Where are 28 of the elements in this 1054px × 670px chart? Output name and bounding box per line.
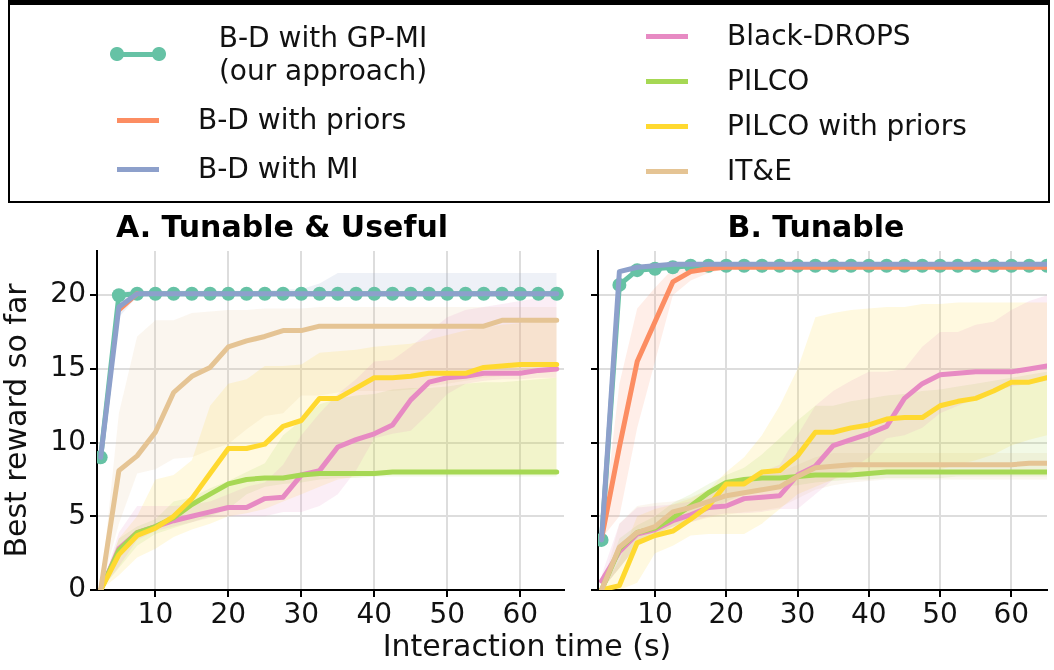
x-tick-label: 40: [356, 597, 393, 631]
y-tick-label: 15: [50, 350, 86, 384]
x-tick-label: 10: [637, 597, 673, 631]
legend-label: Black-DROPS: [727, 19, 911, 52]
x-tick-label: 40: [851, 597, 887, 631]
legend-label: B-D with MI: [198, 152, 359, 185]
x-axis-title: Interaction time (s): [382, 628, 672, 663]
y-axis-title: Best reward so far: [0, 282, 33, 558]
legend-label: PILCO: [727, 64, 810, 97]
legend-label: IT&E: [727, 154, 792, 187]
chart-title: A. Tunable & Useful: [115, 208, 449, 244]
x-tick-label: 30: [283, 597, 320, 631]
x-tick-label: 20: [210, 597, 247, 631]
chart-title: B. Tunable: [727, 208, 905, 244]
x-tick-label: 10: [137, 597, 174, 631]
x-tick-label: 60: [993, 597, 1030, 631]
y-tick-label: 0: [68, 571, 86, 605]
legend-label: PILCO with priors: [727, 109, 967, 142]
y-tick-label: 20: [50, 276, 86, 310]
x-tick-label: 60: [502, 597, 539, 631]
x-tick-label: 20: [708, 597, 745, 631]
x-tick-label: 50: [922, 597, 958, 631]
legend-label: B-D with GP-MI (our approach): [217, 21, 429, 87]
x-tick-label: 50: [429, 597, 466, 631]
x-tick-label: 30: [779, 597, 816, 631]
legend-label: B-D with priors: [198, 103, 407, 136]
y-tick-label: 10: [50, 423, 86, 457]
y-tick-label: 5: [68, 497, 86, 531]
